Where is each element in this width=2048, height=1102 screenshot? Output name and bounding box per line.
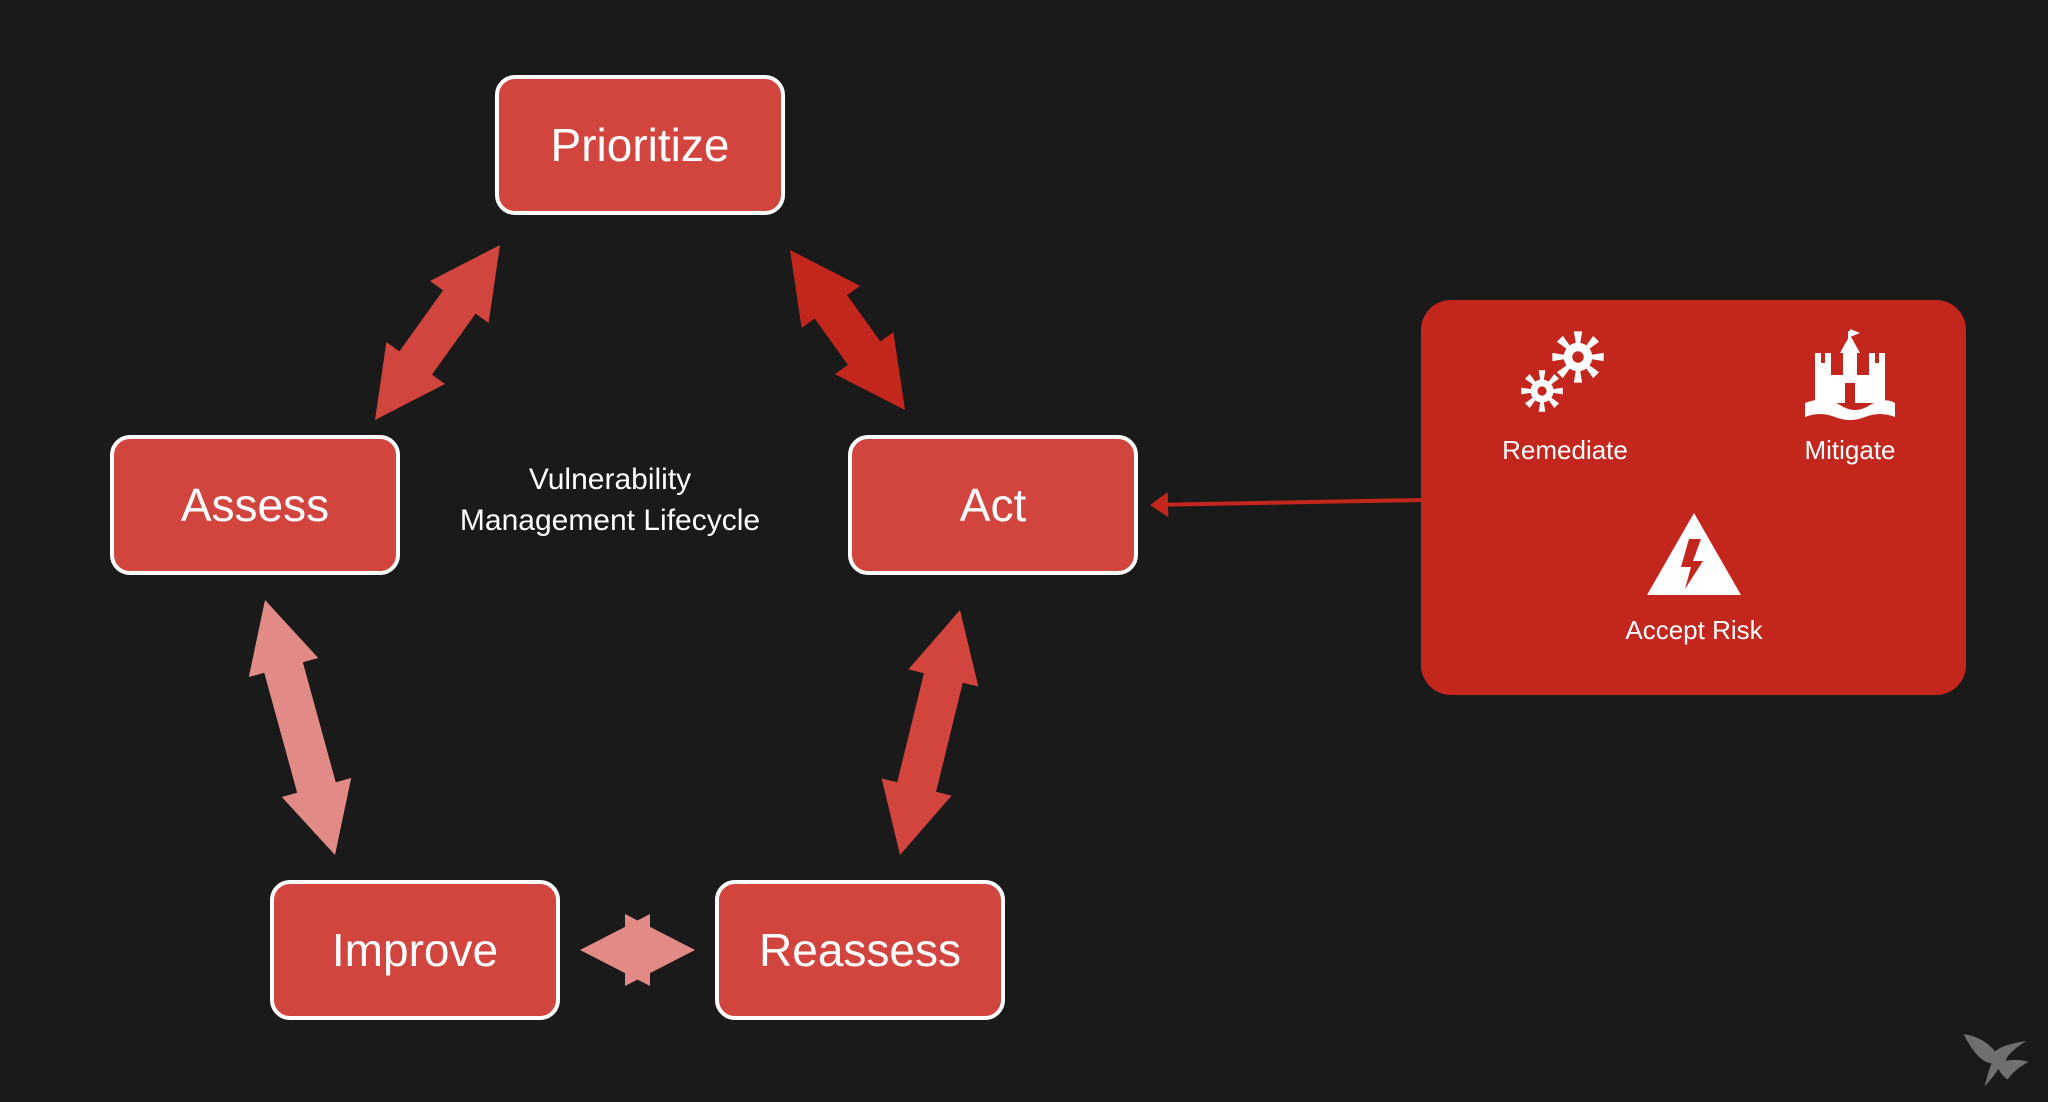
node-reassess: Reassess	[715, 880, 1005, 1020]
callout-acceptrisk-label: Accept Risk	[1594, 615, 1794, 646]
callout-mitigate-label: Mitigate	[1750, 435, 1950, 466]
node-improve: Improve	[270, 880, 560, 1020]
node-prioritize-label: Prioritize	[551, 118, 730, 172]
warning-icon	[1594, 505, 1794, 605]
callout-mitigate: Mitigate	[1750, 325, 1950, 466]
callout-remediate-label: Remediate	[1465, 435, 1665, 466]
node-act-label: Act	[960, 478, 1026, 532]
act-callout: Remediate Mitigate	[1421, 300, 1966, 695]
gears-icon	[1465, 325, 1665, 425]
callout-connector	[1120, 470, 1451, 535]
castle-icon	[1750, 325, 1950, 425]
callout-remediate: Remediate	[1465, 325, 1665, 466]
node-assess: Assess	[110, 435, 400, 575]
callout-acceptrisk: Accept Risk	[1594, 505, 1794, 646]
node-reassess-label: Reassess	[759, 923, 961, 977]
node-act: Act	[848, 435, 1138, 575]
node-prioritize: Prioritize	[495, 75, 785, 215]
node-improve-label: Improve	[332, 923, 498, 977]
bird-logo-icon	[1960, 1020, 2030, 1090]
node-assess-label: Assess	[181, 478, 329, 532]
